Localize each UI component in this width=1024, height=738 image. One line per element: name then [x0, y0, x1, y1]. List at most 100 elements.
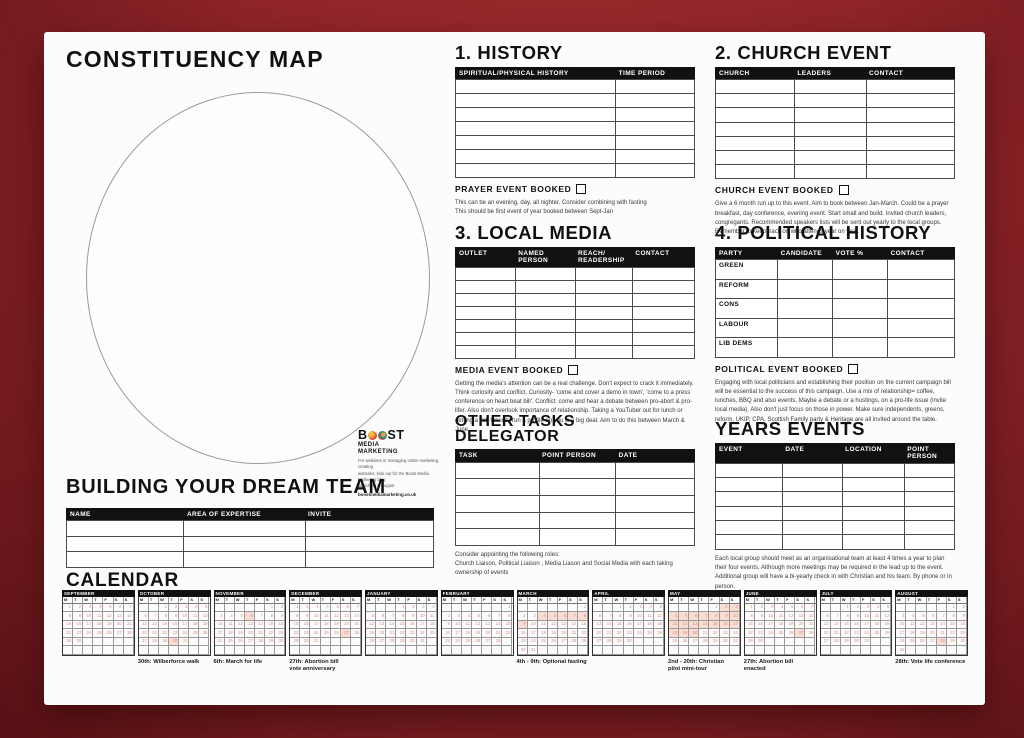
table-row [455, 528, 695, 546]
table-cell [65, 535, 185, 553]
calendar-day-cell: 19 [472, 629, 483, 638]
dream-team-table: NAME AREA OF EXPERTISE INVITE [65, 508, 435, 568]
calendar-day-cell: 7 [123, 603, 134, 613]
table-cell [615, 121, 695, 137]
table-cell [793, 93, 867, 109]
calendar-day-cell [350, 646, 361, 656]
calendar-day-cell: 12 [547, 620, 558, 630]
table-cell [454, 107, 617, 123]
calendar-day-cell: 1 [840, 603, 851, 613]
calendar-day-cell [517, 603, 528, 613]
table-cell [615, 163, 695, 179]
calendar-day-cell [881, 637, 892, 647]
political-event-booked-checkbox[interactable] [848, 363, 859, 374]
calendar-day-cell: 15 [840, 620, 851, 630]
calendar-day-cell [461, 646, 473, 656]
calendar-day-cell: 26 [199, 629, 210, 638]
calendar-day-cell: 2 [169, 603, 180, 613]
calendar-day-cell [234, 603, 245, 613]
church-event-booked-checkbox[interactable] [838, 185, 849, 196]
calendar-day-cell: 19 [679, 629, 690, 638]
calendar-day-cell [310, 646, 321, 656]
church-table: CHURCH LEADERS CONTACT [715, 66, 956, 180]
media-event-booked-checkbox[interactable] [568, 364, 579, 375]
calendar-day-cell: 27 [926, 637, 937, 647]
calendar-annotation: 2nd - 20th: Christian pilot mini-tour [668, 659, 725, 673]
calendar-day-cell: 21 [123, 620, 134, 630]
calendar-day-cell: 18 [426, 620, 437, 630]
calendar-day-cell: 9 [956, 612, 967, 621]
calendar-day-cell [426, 646, 437, 656]
table-cell [454, 163, 617, 179]
calendar-day-cell: 1 [578, 603, 589, 613]
calendar-day-cell: 7 [386, 612, 397, 621]
prayer-event-booked-checkbox[interactable] [576, 184, 587, 195]
calendar-day-cell: 11 [426, 612, 437, 621]
calendar-day-cell: 15 [396, 620, 407, 630]
calendar-day-cell: 13 [482, 620, 493, 630]
calendar-day-cell [214, 603, 225, 613]
table-cell [781, 505, 843, 522]
calendar-day-cell: 12 [366, 620, 377, 630]
calendar-month-grid: 1 2 3 4 5 6 7 8 9 10 11 12 13 14 15 16 17 18 19 20 21 22 23 24 2… [440, 602, 514, 657]
political-heading: 4. POLITICAL HISTORY [715, 222, 932, 243]
calendar-day-cell: 6 [557, 612, 569, 621]
column-header: CANDIDATE [777, 247, 833, 260]
calendar-day-cell: 24 [527, 637, 538, 647]
boost-logo: B ST MEDIA MARKETING For websites or man… [358, 428, 444, 497]
calendar-day-cell: 24 [860, 629, 872, 638]
calendar-day-cell: 24 [179, 629, 190, 638]
table-cell: LABOUR [714, 317, 779, 339]
calendar-day-cell: 13 [244, 620, 255, 630]
calendar-day-cell [366, 603, 377, 613]
calendar-day-cell: 19 [234, 629, 245, 638]
calendar-day-cell [795, 646, 806, 656]
table-cell [777, 337, 834, 358]
table-cell [631, 292, 696, 307]
table-cell [631, 318, 696, 333]
calendar-day-cell: 14 [148, 620, 159, 630]
calendar-day-cell [689, 603, 700, 613]
table-cell [514, 318, 576, 333]
calendar-day-cell: 11 [643, 612, 654, 621]
table-cell [887, 278, 955, 300]
table-cell [574, 331, 633, 346]
calendar-day-cell: 20 [340, 620, 351, 630]
calendar-day-cell: 3 [179, 603, 190, 613]
calendar-month-name: DECEMBER [289, 590, 362, 597]
table-cell [715, 93, 795, 109]
table-cell [615, 79, 695, 95]
calendar-day-cell: 24 [764, 629, 776, 638]
calendar-day-cell [254, 646, 266, 656]
column-header: OUTLET [455, 247, 516, 267]
media-notes: Getting the media's attention can be a r… [455, 380, 695, 436]
calendar-day-cell: 8 [840, 612, 851, 621]
calendar-day-cell: 9 [300, 612, 311, 621]
calendar-month-name: OCTOBER [137, 590, 211, 597]
calendar-day-cell: 17 [179, 620, 190, 630]
calendar-day-cell [936, 646, 947, 656]
calendar-day-cell: 17 [633, 620, 644, 630]
calendar-month: JULY M T W T F S S 1 2 3 4 5 6 7 8 9 10 11 12 13 14 15 16 17 18 19… [819, 590, 893, 674]
calendar-day-cell: 25 [871, 629, 882, 638]
table-cell [781, 534, 843, 550]
calendar-day-cell: 26 [103, 629, 114, 638]
table-cell [538, 511, 617, 530]
calendar-day-cell: 8 [578, 612, 589, 621]
calendar-day-cell [603, 603, 614, 613]
table-row [454, 121, 695, 137]
calendar-day-cell: 23 [719, 629, 730, 638]
calendar-day-cell: 14 [568, 620, 579, 630]
calendar-annotation: 30th: Wilberforce walk [137, 659, 200, 666]
column-header: EVENT [715, 443, 783, 463]
table-cell [841, 491, 905, 507]
calendar-day-cell [265, 646, 276, 656]
section-local-media: 3. LOCAL MEDIA OUTLET NAMED PERSON REACH/ … [455, 223, 696, 436]
calendar-day-cell: 18 [189, 620, 200, 630]
calendar-day-cell: 25 [93, 629, 104, 638]
calendar-day-cell [472, 646, 483, 656]
calendar-day-cell [633, 637, 644, 647]
table-cell [903, 534, 956, 550]
calendar-day-cell: 4 [669, 612, 680, 621]
